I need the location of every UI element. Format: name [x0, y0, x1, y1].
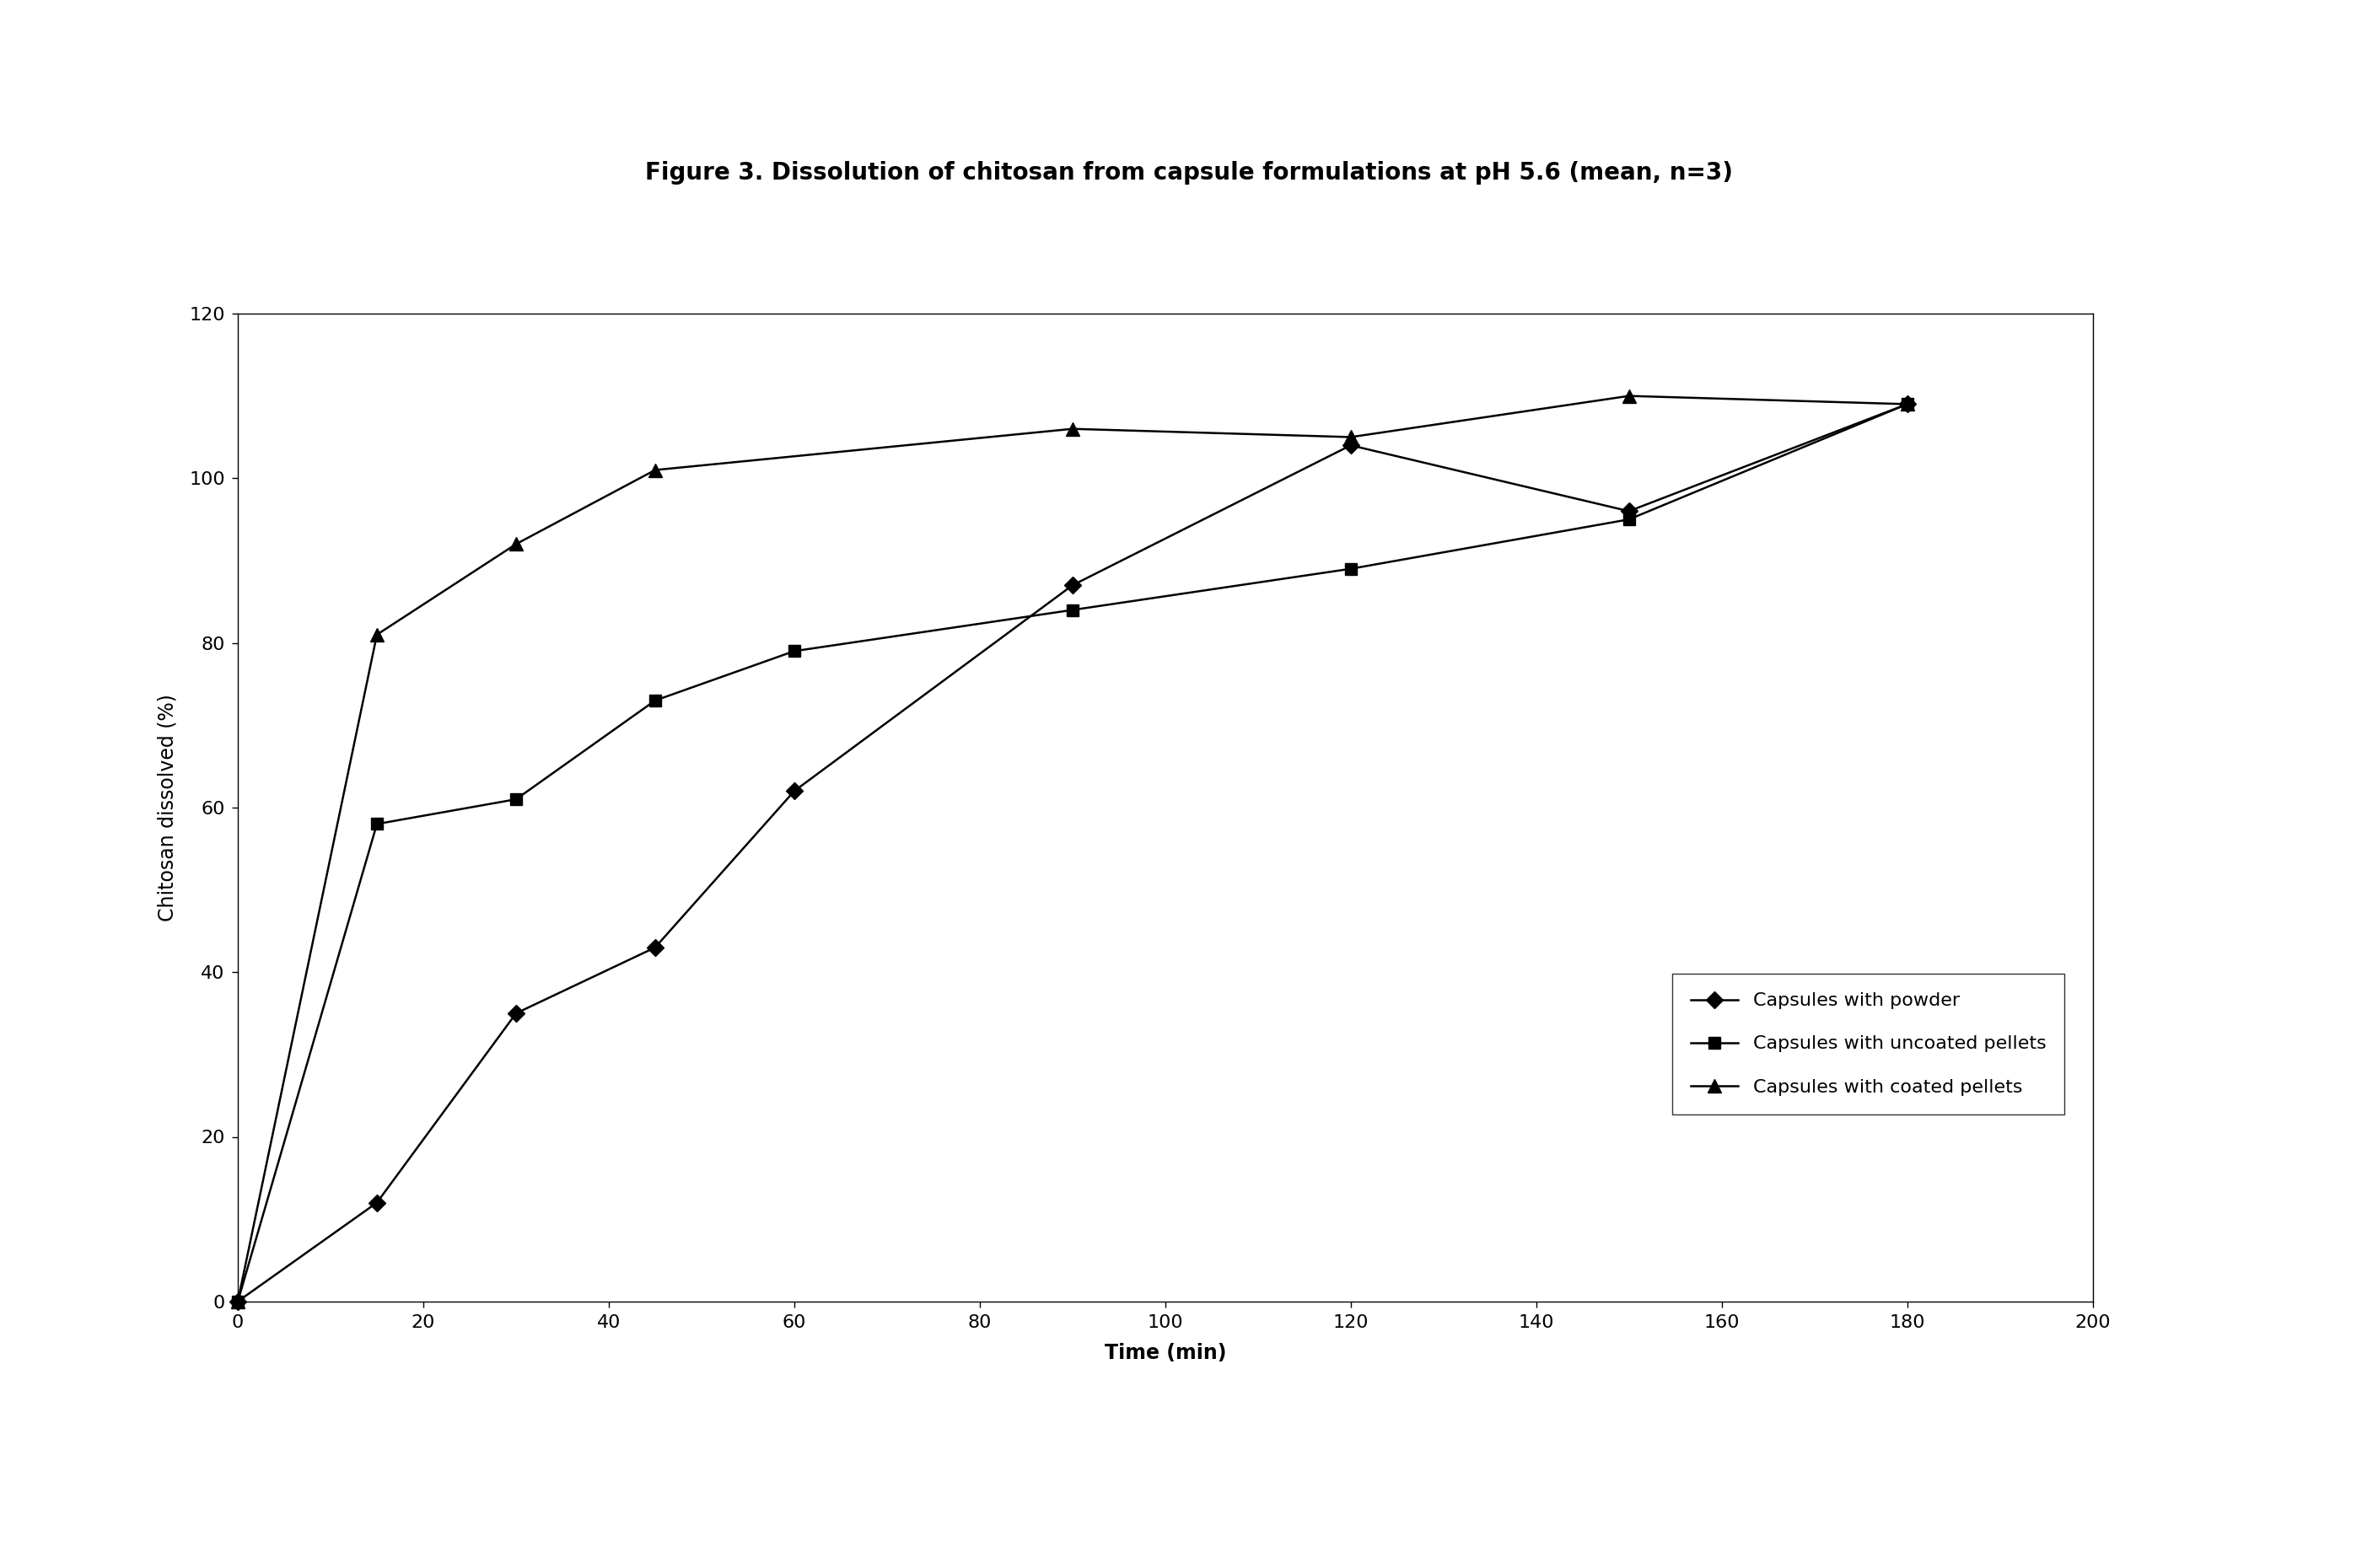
Capsules with uncoated pellets	[1336, 560, 1365, 579]
Capsules with powder	[502, 1004, 530, 1022]
Legend: Capsules with powder, Capsules with uncoated pellets, Capsules with coated pelle: Capsules with powder, Capsules with unco…	[1672, 974, 2064, 1115]
Capsules with coated pellets	[364, 626, 392, 644]
Capsules with coated pellets	[502, 535, 530, 554]
Line: Capsules with powder: Capsules with powder	[233, 398, 1912, 1308]
Capsules with powder	[642, 938, 671, 956]
Capsules with coated pellets	[642, 461, 671, 480]
Capsules with powder	[1893, 395, 1921, 414]
Capsules with powder	[780, 782, 809, 801]
Capsules with uncoated pellets	[642, 691, 671, 710]
Text: Figure 3. Dissolution of chitosan from capsule formulations at pH 5.6 (mean, n=3: Figure 3. Dissolution of chitosan from c…	[644, 160, 1734, 185]
Capsules with coated pellets	[1615, 387, 1643, 406]
Y-axis label: Chitosan dissolved (%): Chitosan dissolved (%)	[157, 693, 178, 922]
Capsules with powder	[364, 1193, 392, 1212]
Capsules with uncoated pellets	[364, 815, 392, 834]
Capsules with uncoated pellets	[224, 1292, 252, 1311]
Capsules with powder	[1058, 575, 1087, 594]
Capsules with uncoated pellets	[780, 641, 809, 660]
Line: Capsules with coated pellets: Capsules with coated pellets	[231, 389, 1914, 1308]
Capsules with uncoated pellets	[502, 790, 530, 809]
Capsules with uncoated pellets	[1058, 601, 1087, 619]
Capsules with coated pellets	[1058, 420, 1087, 439]
Capsules with uncoated pellets	[1893, 395, 1921, 414]
Capsules with coated pellets	[224, 1292, 252, 1311]
Capsules with coated pellets	[1893, 395, 1921, 414]
Capsules with powder	[224, 1292, 252, 1311]
X-axis label: Time (min): Time (min)	[1103, 1342, 1227, 1363]
Capsules with powder	[1615, 502, 1643, 521]
Capsules with powder	[1336, 436, 1365, 455]
Line: Capsules with uncoated pellets: Capsules with uncoated pellets	[233, 398, 1912, 1308]
Capsules with coated pellets	[1336, 428, 1365, 447]
Capsules with uncoated pellets	[1615, 510, 1643, 528]
